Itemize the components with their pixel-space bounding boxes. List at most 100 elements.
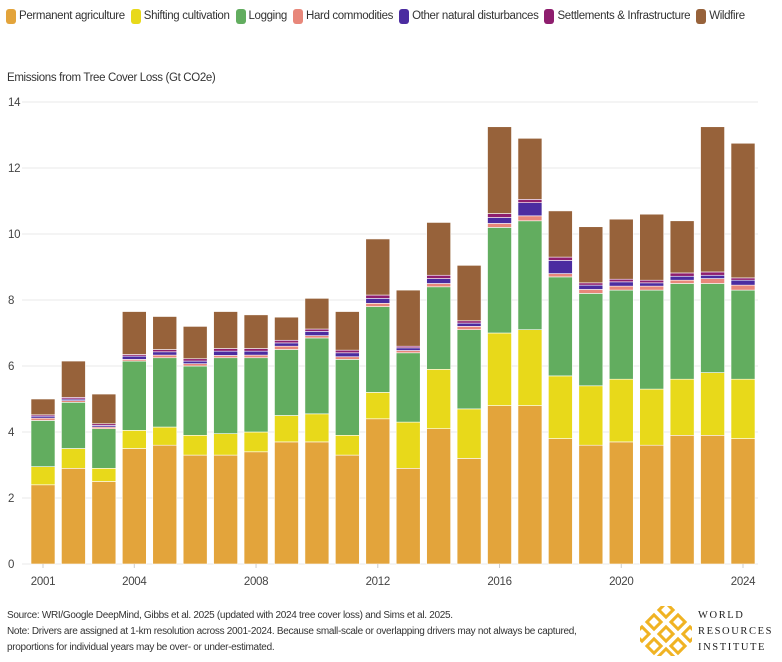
bar-segment[interactable] [152,349,178,353]
bar-segment[interactable] [182,326,208,360]
bar-segment[interactable] [456,329,482,410]
bar-segment[interactable] [335,454,360,565]
bar-segment[interactable] [456,458,482,565]
bar-segment[interactable] [639,388,664,446]
bar-segment[interactable] [456,326,482,330]
bar-segment[interactable] [730,279,756,286]
bar-segment[interactable] [182,365,208,436]
bar-segment[interactable] [608,218,634,280]
bar-segment[interactable] [274,345,299,350]
bar-segment[interactable] [639,279,664,284]
bar-segment[interactable] [274,316,299,341]
bar-segment[interactable] [548,438,573,565]
bar-segment[interactable] [426,368,451,429]
bar-segment[interactable] [335,349,360,354]
bar-segment[interactable] [152,357,178,428]
bar-segment[interactable] [608,285,634,291]
bar-segment[interactable] [61,467,86,565]
bar-segment[interactable] [395,467,421,565]
bar-segment[interactable] [517,405,543,565]
bar-segment[interactable] [152,316,178,350]
bar-segment[interactable] [335,311,360,351]
bar-segment[interactable] [456,265,482,322]
bar-segment[interactable] [487,332,512,406]
bar-segment[interactable] [426,283,451,288]
bar-segment[interactable] [608,281,634,287]
bar-segment[interactable] [304,413,330,443]
bar-segment[interactable] [730,284,756,291]
bar-segment[interactable] [487,223,512,228]
bar-segment[interactable] [548,375,573,439]
bar-segment[interactable] [395,289,421,347]
bar-segment[interactable] [426,428,451,565]
bar-segment[interactable] [639,444,664,565]
bar-segment[interactable] [730,277,756,281]
bar-segment[interactable] [213,311,238,349]
bar-segment[interactable] [122,360,147,431]
bar-segment[interactable] [548,276,573,377]
bar-segment[interactable] [152,444,178,565]
bar-segment[interactable] [578,289,604,294]
bar-segment[interactable] [578,293,604,387]
bar-segment[interactable] [274,441,299,565]
bar-segment[interactable] [700,274,725,279]
bar-segment[interactable] [61,360,86,398]
bar-segment[interactable] [517,220,543,331]
bar-segment[interactable] [152,351,178,356]
bar-segment[interactable] [335,352,360,358]
bar-segment[interactable] [182,358,208,362]
bar-segment[interactable] [335,359,360,436]
bar-segment[interactable] [700,434,725,565]
bar-segment[interactable] [548,210,573,258]
bar-segment[interactable] [517,202,543,217]
bar-segment[interactable] [487,217,512,224]
bar-segment[interactable] [30,417,56,421]
bar-segment[interactable] [426,278,451,284]
bar-segment[interactable] [213,350,238,356]
legend-item[interactable]: Wildfire [696,8,745,24]
bar-segment[interactable] [639,289,664,390]
bar-segment[interactable] [122,448,147,565]
bar-segment[interactable] [578,282,604,286]
bar-segment[interactable] [548,256,573,261]
bar-segment[interactable] [700,271,725,276]
bar-segment[interactable] [274,342,299,347]
bar-segment[interactable] [365,418,391,565]
legend-item[interactable]: Logging [235,8,287,24]
bar-segment[interactable] [304,441,330,565]
bar-segment[interactable] [91,481,117,565]
bar-segment[interactable] [395,352,421,423]
bar-segment[interactable] [91,428,117,469]
bar-segment[interactable] [365,392,391,420]
bar-segment[interactable] [213,433,238,456]
bar-segment[interactable] [304,331,330,336]
bar-segment[interactable] [182,454,208,565]
bar-segment[interactable] [456,322,482,327]
bar-segment[interactable] [182,360,208,364]
bar-segment[interactable] [182,434,208,456]
bar-segment[interactable] [456,408,482,459]
bar-segment[interactable] [517,199,543,203]
bar-segment[interactable] [669,283,695,380]
bar-segment[interactable] [152,426,178,446]
bar-segment[interactable] [487,126,512,214]
bar-segment[interactable] [122,430,147,449]
bar-segment[interactable] [700,283,725,373]
bar-segment[interactable] [30,420,56,467]
bar-segment[interactable] [639,282,664,287]
bar-segment[interactable] [669,279,695,284]
legend-item[interactable]: Hard commodities [292,8,393,24]
bar-segment[interactable] [213,357,238,434]
bar-segment[interactable] [152,354,178,359]
bar-segment[interactable] [608,278,634,283]
bar-segment[interactable] [730,378,756,439]
legend-item[interactable]: Shifting cultivation [130,8,230,24]
bar-segment[interactable] [669,275,695,281]
bar-segment[interactable] [517,215,543,222]
bar-segment[interactable] [243,314,269,349]
bar-segment[interactable] [395,421,421,469]
bar-segment[interactable] [639,213,664,281]
bar-segment[interactable] [395,347,421,351]
bar-segment[interactable] [243,451,269,565]
bar-segment[interactable] [274,349,299,416]
